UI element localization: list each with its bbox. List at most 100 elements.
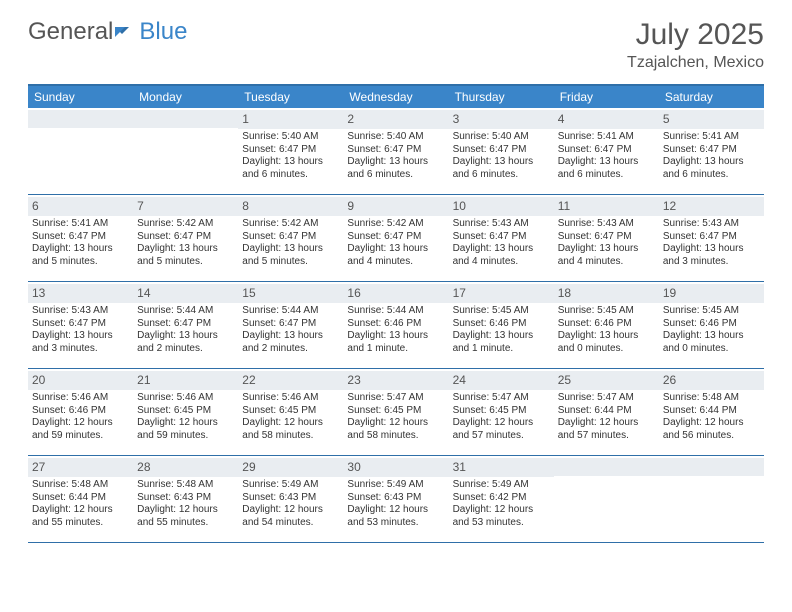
sunset-text: Sunset: 6:47 PM — [558, 231, 655, 244]
day-header-cell: Monday — [133, 86, 238, 108]
sunset-text: Sunset: 6:47 PM — [242, 144, 339, 157]
sunrise-text: Sunrise: 5:42 AM — [242, 218, 339, 231]
sunrise-text: Sunrise: 5:45 AM — [558, 305, 655, 318]
sunrise-text: Sunrise: 5:48 AM — [663, 392, 760, 405]
calendar-day-empty — [28, 108, 133, 194]
calendar-day: 11Sunrise: 5:43 AMSunset: 6:47 PMDayligh… — [554, 195, 659, 281]
sunrise-text: Sunrise: 5:43 AM — [558, 218, 655, 231]
calendar-day: 1Sunrise: 5:40 AMSunset: 6:47 PMDaylight… — [238, 108, 343, 194]
sunset-text: Sunset: 6:44 PM — [663, 405, 760, 418]
day-number: 11 — [554, 197, 659, 216]
daylight-text: Daylight: 13 hours and 0 minutes. — [663, 330, 760, 355]
day-number: 4 — [554, 110, 659, 129]
day-number: 10 — [449, 197, 554, 216]
sunset-text: Sunset: 6:47 PM — [32, 318, 129, 331]
calendar-day: 18Sunrise: 5:45 AMSunset: 6:46 PMDayligh… — [554, 282, 659, 368]
sunrise-text: Sunrise: 5:40 AM — [347, 131, 444, 144]
calendar-day: 16Sunrise: 5:44 AMSunset: 6:46 PMDayligh… — [343, 282, 448, 368]
daylight-text: Daylight: 12 hours and 59 minutes. — [32, 417, 129, 442]
sunrise-text: Sunrise: 5:45 AM — [663, 305, 760, 318]
daylight-text: Daylight: 13 hours and 5 minutes. — [242, 243, 339, 268]
sunset-text: Sunset: 6:46 PM — [663, 318, 760, 331]
sunset-text: Sunset: 6:47 PM — [453, 144, 550, 157]
daylight-text: Daylight: 12 hours and 57 minutes. — [558, 417, 655, 442]
daylight-text: Daylight: 12 hours and 55 minutes. — [137, 504, 234, 529]
sunrise-text: Sunrise: 5:49 AM — [347, 479, 444, 492]
sunrise-text: Sunrise: 5:48 AM — [32, 479, 129, 492]
day-number: 2 — [343, 110, 448, 129]
day-number: 21 — [133, 371, 238, 390]
brand-part2: Blue — [139, 18, 187, 46]
calendar-day-empty — [659, 456, 764, 542]
day-number — [28, 110, 133, 128]
sunset-text: Sunset: 6:47 PM — [32, 231, 129, 244]
day-number: 17 — [449, 284, 554, 303]
calendar-day: 30Sunrise: 5:49 AMSunset: 6:43 PMDayligh… — [343, 456, 448, 542]
day-number: 1 — [238, 110, 343, 129]
sunrise-text: Sunrise: 5:40 AM — [242, 131, 339, 144]
sunrise-text: Sunrise: 5:46 AM — [137, 392, 234, 405]
day-number: 5 — [659, 110, 764, 129]
sunset-text: Sunset: 6:45 PM — [453, 405, 550, 418]
day-header-cell: Sunday — [28, 86, 133, 108]
sunrise-text: Sunrise: 5:46 AM — [32, 392, 129, 405]
day-number: 24 — [449, 371, 554, 390]
calendar-day: 21Sunrise: 5:46 AMSunset: 6:45 PMDayligh… — [133, 369, 238, 455]
day-header-cell: Wednesday — [343, 86, 448, 108]
calendar-day: 3Sunrise: 5:40 AMSunset: 6:47 PMDaylight… — [449, 108, 554, 194]
sunset-text: Sunset: 6:43 PM — [137, 492, 234, 505]
day-number: 3 — [449, 110, 554, 129]
brand-logo: General Blue — [28, 18, 187, 46]
daylight-text: Daylight: 13 hours and 6 minutes. — [453, 156, 550, 181]
sunset-text: Sunset: 6:44 PM — [558, 405, 655, 418]
calendar-day: 7Sunrise: 5:42 AMSunset: 6:47 PMDaylight… — [133, 195, 238, 281]
day-number — [133, 110, 238, 128]
calendar-day: 8Sunrise: 5:42 AMSunset: 6:47 PMDaylight… — [238, 195, 343, 281]
day-number: 16 — [343, 284, 448, 303]
daylight-text: Daylight: 13 hours and 5 minutes. — [137, 243, 234, 268]
daylight-text: Daylight: 13 hours and 1 minute. — [453, 330, 550, 355]
calendar-day: 13Sunrise: 5:43 AMSunset: 6:47 PMDayligh… — [28, 282, 133, 368]
day-number: 30 — [343, 458, 448, 477]
sunrise-text: Sunrise: 5:41 AM — [558, 131, 655, 144]
sunset-text: Sunset: 6:46 PM — [347, 318, 444, 331]
calendar-day: 6Sunrise: 5:41 AMSunset: 6:47 PMDaylight… — [28, 195, 133, 281]
day-header-cell: Friday — [554, 86, 659, 108]
daylight-text: Daylight: 12 hours and 59 minutes. — [137, 417, 234, 442]
sunset-text: Sunset: 6:45 PM — [347, 405, 444, 418]
daylight-text: Daylight: 13 hours and 4 minutes. — [453, 243, 550, 268]
day-header-cell: Saturday — [659, 86, 764, 108]
calendar-day: 19Sunrise: 5:45 AMSunset: 6:46 PMDayligh… — [659, 282, 764, 368]
sunset-text: Sunset: 6:45 PM — [242, 405, 339, 418]
day-number: 22 — [238, 371, 343, 390]
sunset-text: Sunset: 6:47 PM — [453, 231, 550, 244]
calendar-day: 17Sunrise: 5:45 AMSunset: 6:46 PMDayligh… — [449, 282, 554, 368]
calendar-day: 9Sunrise: 5:42 AMSunset: 6:47 PMDaylight… — [343, 195, 448, 281]
calendar: SundayMondayTuesdayWednesdayThursdayFrid… — [28, 84, 764, 543]
calendar-day: 15Sunrise: 5:44 AMSunset: 6:47 PMDayligh… — [238, 282, 343, 368]
daylight-text: Daylight: 12 hours and 53 minutes. — [347, 504, 444, 529]
calendar-day-empty — [554, 456, 659, 542]
sunrise-text: Sunrise: 5:47 AM — [558, 392, 655, 405]
calendar-day-empty — [133, 108, 238, 194]
header: General Blue July 2025 Tzajalchen, Mexic… — [0, 0, 792, 78]
sunset-text: Sunset: 6:43 PM — [242, 492, 339, 505]
sunset-text: Sunset: 6:47 PM — [137, 318, 234, 331]
day-number — [554, 458, 659, 476]
sunset-text: Sunset: 6:47 PM — [558, 144, 655, 157]
calendar-day: 10Sunrise: 5:43 AMSunset: 6:47 PMDayligh… — [449, 195, 554, 281]
day-number — [659, 458, 764, 476]
day-number: 15 — [238, 284, 343, 303]
daylight-text: Daylight: 13 hours and 4 minutes. — [347, 243, 444, 268]
calendar-day: 31Sunrise: 5:49 AMSunset: 6:42 PMDayligh… — [449, 456, 554, 542]
sunset-text: Sunset: 6:46 PM — [453, 318, 550, 331]
calendar-week: 27Sunrise: 5:48 AMSunset: 6:44 PMDayligh… — [28, 456, 764, 543]
title-block: July 2025 Tzajalchen, Mexico — [627, 18, 764, 72]
day-header-row: SundayMondayTuesdayWednesdayThursdayFrid… — [28, 86, 764, 108]
sunrise-text: Sunrise: 5:43 AM — [32, 305, 129, 318]
flag-icon — [115, 23, 137, 41]
day-number: 13 — [28, 284, 133, 303]
calendar-day: 5Sunrise: 5:41 AMSunset: 6:47 PMDaylight… — [659, 108, 764, 194]
sunset-text: Sunset: 6:47 PM — [663, 231, 760, 244]
day-number: 18 — [554, 284, 659, 303]
